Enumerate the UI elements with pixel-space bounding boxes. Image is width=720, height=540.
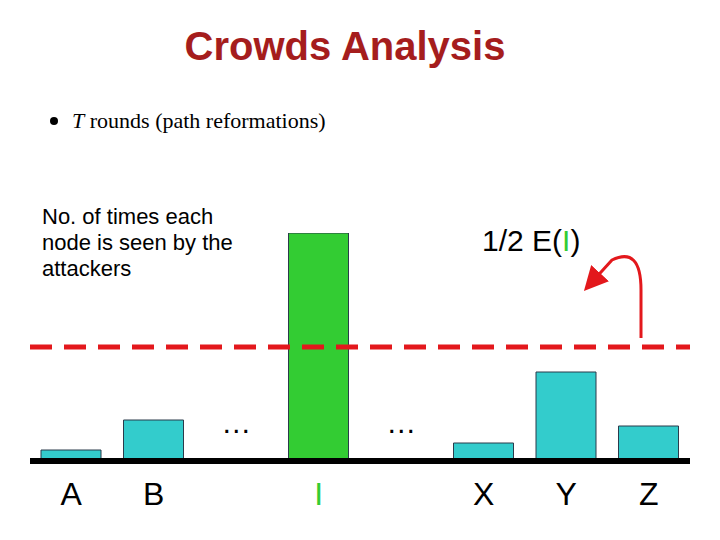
html-text:T rounds (path reformations): T rounds (path reformations): [72, 108, 326, 133]
html-text:Crowds Analysis: Crowds Analysis: [184, 24, 506, 68]
svg-text:B: B: [143, 476, 164, 512]
svg-text:Z: Z: [639, 476, 659, 512]
svg-text:…: …: [386, 406, 416, 439]
svg-text:I: I: [314, 476, 323, 512]
svg-text:Y: Y: [556, 476, 577, 512]
svg-text:…: …: [221, 406, 251, 439]
svg-text:A: A: [61, 476, 83, 512]
svg-text:X: X: [473, 476, 494, 512]
html-text:1/2 E(I): 1/2 E(I): [482, 224, 581, 257]
html-text:No. of times each node is seen: No. of times each node is seen by the at…: [42, 204, 233, 281]
